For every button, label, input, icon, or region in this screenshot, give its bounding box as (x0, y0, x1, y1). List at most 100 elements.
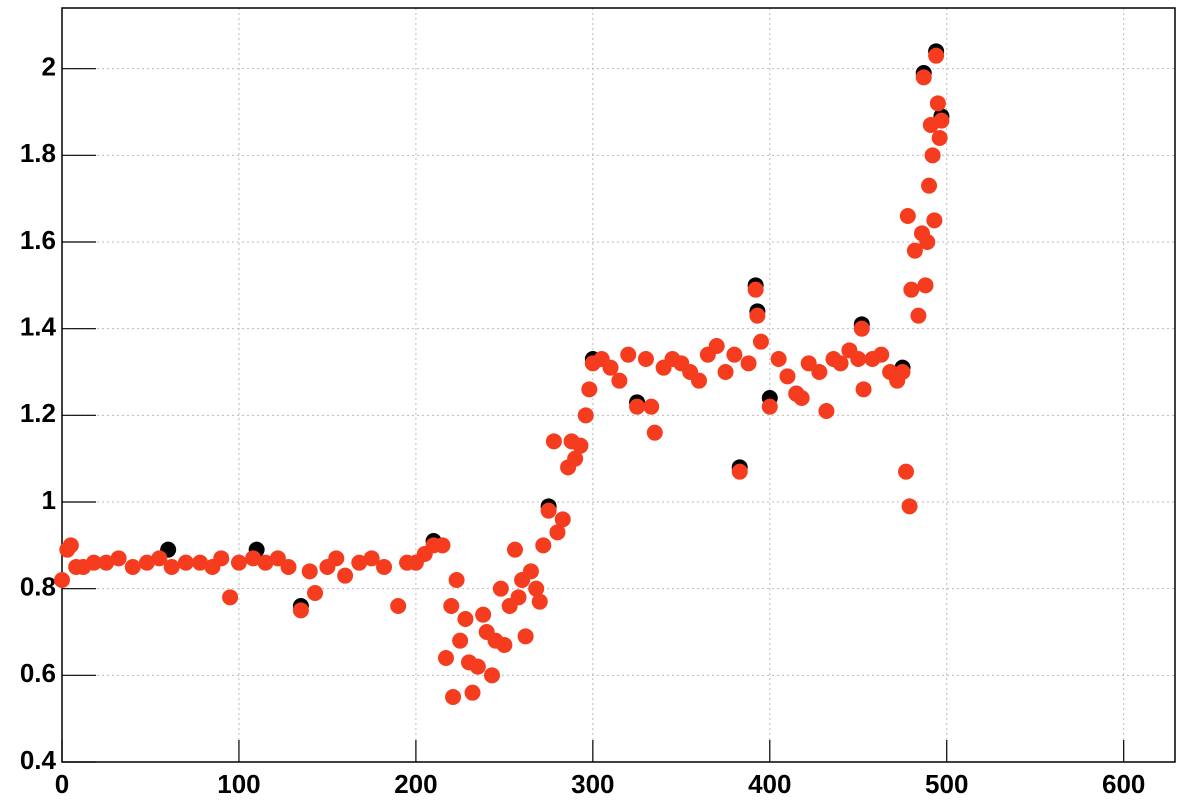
point (510, 589, 527, 606)
point (850, 351, 867, 367)
point (517, 628, 534, 645)
point (54, 572, 70, 588)
point (572, 437, 589, 454)
point (301, 563, 318, 580)
point (457, 611, 474, 627)
point (933, 112, 950, 129)
point (611, 372, 628, 389)
y-tick-label: 1.6 (20, 225, 56, 255)
point (337, 567, 354, 584)
point (437, 650, 454, 666)
point (726, 346, 743, 363)
point (280, 559, 297, 575)
point (110, 550, 127, 567)
point (390, 598, 407, 614)
point (731, 463, 748, 480)
point (818, 403, 835, 419)
point (506, 541, 523, 558)
point (496, 637, 513, 653)
y-tick-label: 0.6 (20, 658, 56, 688)
point (779, 368, 796, 385)
point (245, 550, 262, 567)
point (475, 606, 492, 623)
point (919, 234, 936, 250)
point (213, 550, 230, 567)
point (545, 433, 562, 450)
point (567, 450, 584, 467)
point (800, 355, 817, 372)
x-tick-label: 100 (217, 769, 260, 799)
y-tick-label: 2 (42, 52, 56, 82)
point (915, 69, 932, 86)
point (855, 381, 872, 398)
point (98, 554, 115, 571)
y-tick-label: 0.4 (20, 745, 57, 775)
point (351, 554, 368, 571)
point (921, 177, 938, 194)
y-tick-label: 1.2 (20, 398, 56, 428)
point (151, 550, 168, 567)
point (761, 398, 778, 415)
x-tick-label: 0 (55, 769, 69, 799)
point (445, 689, 462, 705)
y-tick-label: 0.8 (20, 572, 56, 602)
y-tick-label: 1.4 (20, 312, 57, 342)
point (770, 351, 787, 367)
point (492, 580, 509, 597)
point (646, 424, 663, 441)
point (448, 572, 465, 588)
point (926, 212, 943, 229)
point (629, 398, 646, 415)
point (853, 320, 870, 337)
x-tick-label: 300 (571, 769, 614, 799)
point (901, 498, 918, 515)
point (717, 364, 734, 380)
point (929, 95, 946, 112)
point (931, 130, 948, 146)
point (747, 281, 764, 298)
point (906, 242, 923, 259)
point (740, 355, 757, 372)
x-tick-label: 400 (748, 769, 791, 799)
point (708, 338, 725, 354)
point (643, 398, 660, 415)
point (328, 550, 345, 567)
point (531, 593, 548, 610)
point (522, 563, 539, 580)
point (230, 554, 247, 571)
point (903, 281, 920, 298)
point (899, 208, 916, 224)
point (177, 554, 194, 571)
point (752, 333, 769, 350)
point (464, 684, 481, 701)
point (257, 554, 274, 571)
point (793, 390, 810, 406)
point (917, 277, 934, 294)
point (554, 511, 571, 528)
point (469, 658, 486, 675)
x-tick-label: 200 (394, 769, 437, 799)
point (528, 580, 545, 597)
point (434, 537, 451, 554)
point (138, 554, 155, 571)
point (124, 559, 141, 575)
point (483, 667, 500, 684)
point (577, 407, 594, 424)
point (376, 559, 393, 575)
point (620, 346, 637, 363)
y-tick-label: 1.8 (20, 138, 56, 168)
point (269, 550, 286, 567)
point (637, 351, 654, 367)
point (549, 524, 566, 541)
point (894, 364, 911, 380)
point (898, 463, 915, 480)
point (540, 502, 557, 519)
point (443, 598, 460, 614)
point (222, 589, 239, 606)
point (452, 632, 469, 649)
point (62, 537, 79, 554)
point (292, 602, 309, 619)
